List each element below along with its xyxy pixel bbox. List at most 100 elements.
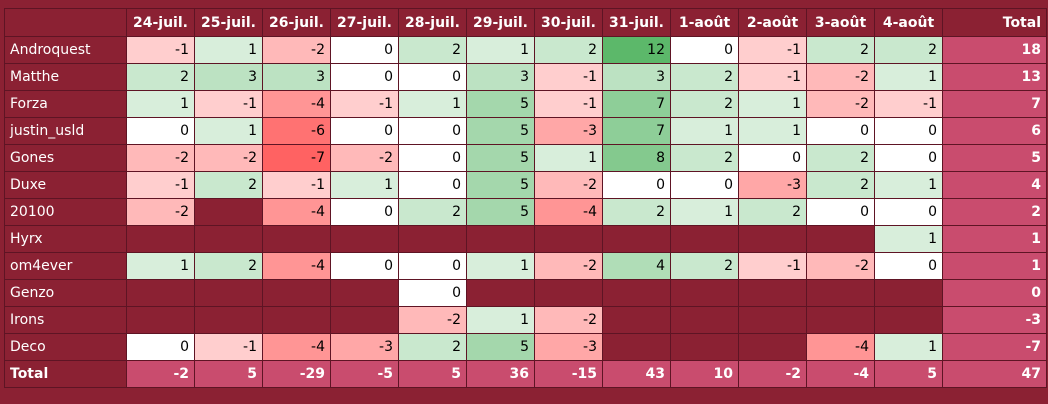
empty-cell	[602, 306, 671, 334]
grand-total-cell: 47	[942, 360, 1047, 388]
table-row: Duxe -1 2 -1 1 0 5 -2 0 0 -3 2 1 4	[4, 171, 1047, 199]
row-total-cell: 13	[942, 63, 1047, 91]
heatmap-cell: -2	[806, 90, 875, 118]
empty-cell	[330, 225, 399, 253]
heatmap-cell: 0	[398, 252, 467, 280]
empty-cell	[194, 279, 263, 307]
heatmap-cell: -2	[534, 252, 603, 280]
totals-row: Total -2 5 -29 -5 5 36 -15 43 10 -2 -4 5 47	[4, 360, 1047, 388]
heatmap-cell: 2	[126, 63, 195, 91]
heatmap-cell: 1	[194, 117, 263, 145]
heatmap-cell: -4	[262, 252, 331, 280]
heatmap-cell: 0	[330, 36, 399, 64]
column-header: 2-août	[738, 8, 807, 37]
heatmap-cell: 1	[466, 36, 535, 64]
heatmap-cell: 1	[874, 171, 943, 199]
empty-cell	[262, 306, 331, 334]
empty-cell	[670, 279, 739, 307]
heatmap-cell: 2	[874, 36, 943, 64]
row-label: Gones	[4, 144, 127, 172]
column-total-cell: 10	[670, 360, 739, 388]
row-total-cell: 0	[942, 279, 1047, 307]
heatmap-cell: 0	[330, 63, 399, 91]
heatmap-cell: 1	[874, 333, 943, 361]
column-total-cell: -2	[126, 360, 195, 388]
heatmap-cell: 5	[466, 198, 535, 226]
header-row: 24-juil. 25-juil. 26-juil. 27-juil. 28-juil.…	[4, 8, 1047, 37]
row-total-cell: 5	[942, 144, 1047, 172]
table-row: justin_usld 0 1 -6 0 0 5 -3 7 1 1 0 0 6	[4, 117, 1047, 145]
heatmap-cell: -1	[126, 171, 195, 199]
heatmap-cell: -2	[534, 171, 603, 199]
column-header: 24-juil.	[126, 8, 195, 37]
heatmap-cell: 3	[602, 63, 671, 91]
row-label: Forza	[4, 90, 127, 118]
row-total-cell: -7	[942, 333, 1047, 361]
heatmap-cell: 0	[398, 117, 467, 145]
table-row: om4ever 1 2 -4 0 0 1 -2 4 2 -1 -2 0 1	[4, 252, 1047, 280]
heatmap-cell: -4	[262, 333, 331, 361]
empty-cell	[806, 279, 875, 307]
column-header: 27-juil.	[330, 8, 399, 37]
heatmap-cell: -1	[126, 36, 195, 64]
heatmap-cell: -1	[738, 252, 807, 280]
heatmap-cell: -4	[806, 333, 875, 361]
heatmap-cell: -1	[194, 90, 263, 118]
corner-cell	[4, 8, 127, 37]
heatmap-cell: 2	[398, 198, 467, 226]
table-row: Genzo 0 0	[4, 279, 1047, 307]
row-total-cell: 7	[942, 90, 1047, 118]
heatmap-cell: 1	[670, 117, 739, 145]
heatmap-cell: -7	[262, 144, 331, 172]
heatmap-cell: -1	[194, 333, 263, 361]
column-header: 29-juil.	[466, 8, 535, 37]
row-total-cell: 4	[942, 171, 1047, 199]
empty-cell	[194, 225, 263, 253]
empty-cell	[738, 333, 807, 361]
empty-cell	[330, 306, 399, 334]
heatmap-cell: -2	[534, 306, 603, 334]
heatmap-cell: -4	[262, 198, 331, 226]
heatmap-cell: 0	[874, 117, 943, 145]
empty-cell	[738, 306, 807, 334]
heatmap-cell: 0	[806, 117, 875, 145]
heatmap-cell: 2	[398, 36, 467, 64]
column-total-cell: 5	[874, 360, 943, 388]
row-total-cell: 6	[942, 117, 1047, 145]
heatmap-cell: 2	[534, 36, 603, 64]
row-label: justin_usld	[4, 117, 127, 145]
heatmap-cell: 12	[602, 36, 671, 64]
heatmap-cell: 2	[398, 333, 467, 361]
column-total-cell: -2	[738, 360, 807, 388]
heatmap-cell: 0	[806, 198, 875, 226]
row-label: Duxe	[4, 171, 127, 199]
column-header: 28-juil.	[398, 8, 467, 37]
column-total-cell: -15	[534, 360, 603, 388]
column-header: 31-juil.	[602, 8, 671, 37]
heatmap-cell: -4	[262, 90, 331, 118]
heatmap-cell: 3	[262, 63, 331, 91]
column-total-cell: 5	[398, 360, 467, 388]
heatmap-cell: -3	[534, 117, 603, 145]
heatmap-cell: 1	[534, 144, 603, 172]
row-total-cell: 18	[942, 36, 1047, 64]
column-header: 30-juil.	[534, 8, 603, 37]
heatmap-cell: 0	[330, 117, 399, 145]
heatmap-cell: 5	[466, 171, 535, 199]
heatmap-cell: -1	[738, 63, 807, 91]
row-total-cell: 1	[942, 252, 1047, 280]
empty-cell	[466, 279, 535, 307]
heatmap-cell: 5	[466, 117, 535, 145]
empty-cell	[466, 225, 535, 253]
table-row: 20100 -2 -4 0 2 5 -4 2 1 2 0 0 2	[4, 198, 1047, 226]
column-header: 3-août	[806, 8, 875, 37]
total-column-header: Total	[942, 8, 1047, 37]
totals-row-label: Total	[4, 360, 127, 388]
table-row: Androquest -1 1 -2 0 2 1 2 12 0 -1 2 2 18	[4, 36, 1047, 64]
column-total-cell: 43	[602, 360, 671, 388]
column-total-cell: -29	[262, 360, 331, 388]
empty-cell	[806, 225, 875, 253]
heatmap-cell: -3	[738, 171, 807, 199]
heatmap-cell: 7	[602, 90, 671, 118]
empty-cell	[738, 225, 807, 253]
